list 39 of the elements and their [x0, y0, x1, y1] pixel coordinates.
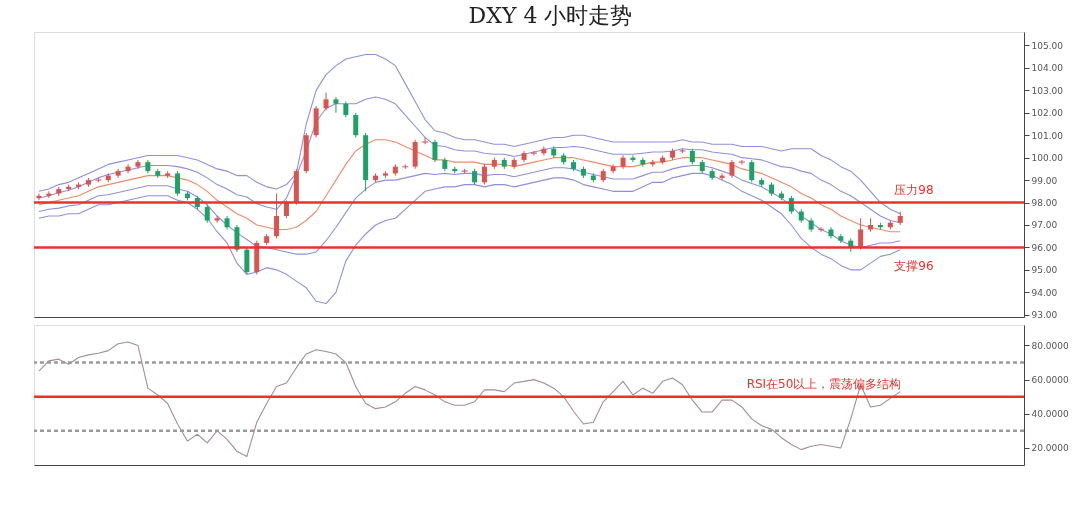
candlestick [630, 154, 636, 163]
candlestick [432, 139, 438, 163]
candlestick [323, 92, 329, 112]
y-tick-label: 104.00 [1031, 63, 1064, 74]
candlestick [749, 159, 755, 183]
candlestick [422, 136, 429, 145]
y-tick-label: 97.00 [1031, 220, 1058, 231]
candlestick [46, 190, 52, 199]
candlestick [481, 163, 487, 186]
y-tick-label: 40.0000 [1031, 409, 1069, 420]
y-tick-label: 93.00 [1031, 310, 1058, 321]
candlestick [274, 193, 280, 239]
y-tick-label: 94.00 [1031, 287, 1058, 298]
y-tick-label: 20.0000 [1031, 443, 1069, 454]
candlestick [36, 193, 42, 201]
candlestick [125, 163, 131, 174]
candlestick [858, 217, 864, 251]
candlestick [333, 96, 339, 114]
y-tick-label: 105.00 [1031, 40, 1064, 51]
y-tick-label: 60.0000 [1031, 375, 1069, 386]
y-tick-label: 98.00 [1031, 198, 1058, 209]
y-tick-label: 100.00 [1031, 153, 1064, 164]
y-tick-label: 95.00 [1031, 265, 1058, 276]
ref-line-label: RSI在50以上，震荡偏多结构 [746, 376, 902, 391]
candlestick [175, 170, 181, 197]
y-tick-label: 101.00 [1031, 130, 1064, 141]
candlestick [353, 112, 359, 138]
y-tick-label: 99.00 [1031, 175, 1058, 186]
y-tick-label: 102.00 [1031, 108, 1064, 119]
ref-line-label: 压力98 [894, 182, 934, 197]
ref-line-label: 支撑96 [894, 259, 934, 274]
candlestick [719, 172, 725, 181]
y-tick-label: 96.00 [1031, 242, 1058, 253]
chart-title: DXY 4 小时走势 [468, 2, 633, 28]
candlestick [244, 246, 250, 275]
y-tick-label: 103.00 [1031, 85, 1064, 96]
line-series [38, 341, 901, 458]
candlestick [530, 150, 537, 156]
y-tick-label: 80.0000 [1031, 340, 1069, 351]
